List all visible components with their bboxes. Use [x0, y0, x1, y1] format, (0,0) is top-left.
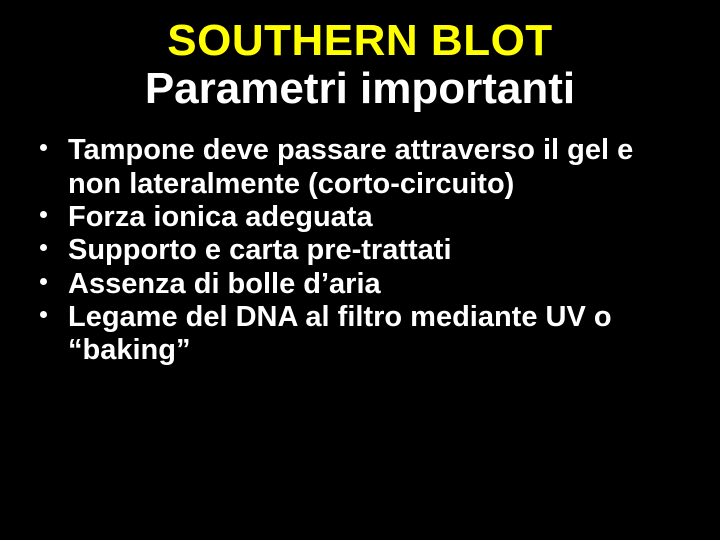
list-item: Tampone deve passare attraverso il gel e… — [34, 134, 690, 201]
list-item: Assenza di bolle d’aria — [34, 268, 690, 301]
bullet-icon — [40, 311, 47, 318]
bullet-icon — [40, 144, 47, 151]
bullet-text: Assenza di bolle d’aria — [68, 268, 381, 300]
bullet-text: Forza ionica adeguata — [68, 201, 373, 233]
heading-southern-blot: SOUTHERN BLOT — [30, 18, 690, 64]
bullet-list: Tampone deve passare attraverso il gel e… — [30, 134, 690, 367]
bullet-icon — [40, 244, 47, 251]
list-item: Legame del DNA al filtro mediante UV o “… — [34, 301, 690, 368]
bullet-icon — [40, 278, 47, 285]
slide: SOUTHERN BLOT Parametri importanti Tampo… — [0, 0, 720, 540]
list-item: Forza ionica adeguata — [34, 201, 690, 234]
bullet-icon — [40, 211, 47, 218]
list-item: Supporto e carta pre-trattati — [34, 234, 690, 267]
bullet-text: Tampone deve passare attraverso il gel e… — [68, 134, 633, 199]
heading-parametri: Parametri importanti — [30, 66, 690, 112]
bullet-text: Supporto e carta pre-trattati — [68, 234, 452, 266]
bullet-text: Legame del DNA al filtro mediante UV o “… — [68, 301, 612, 366]
